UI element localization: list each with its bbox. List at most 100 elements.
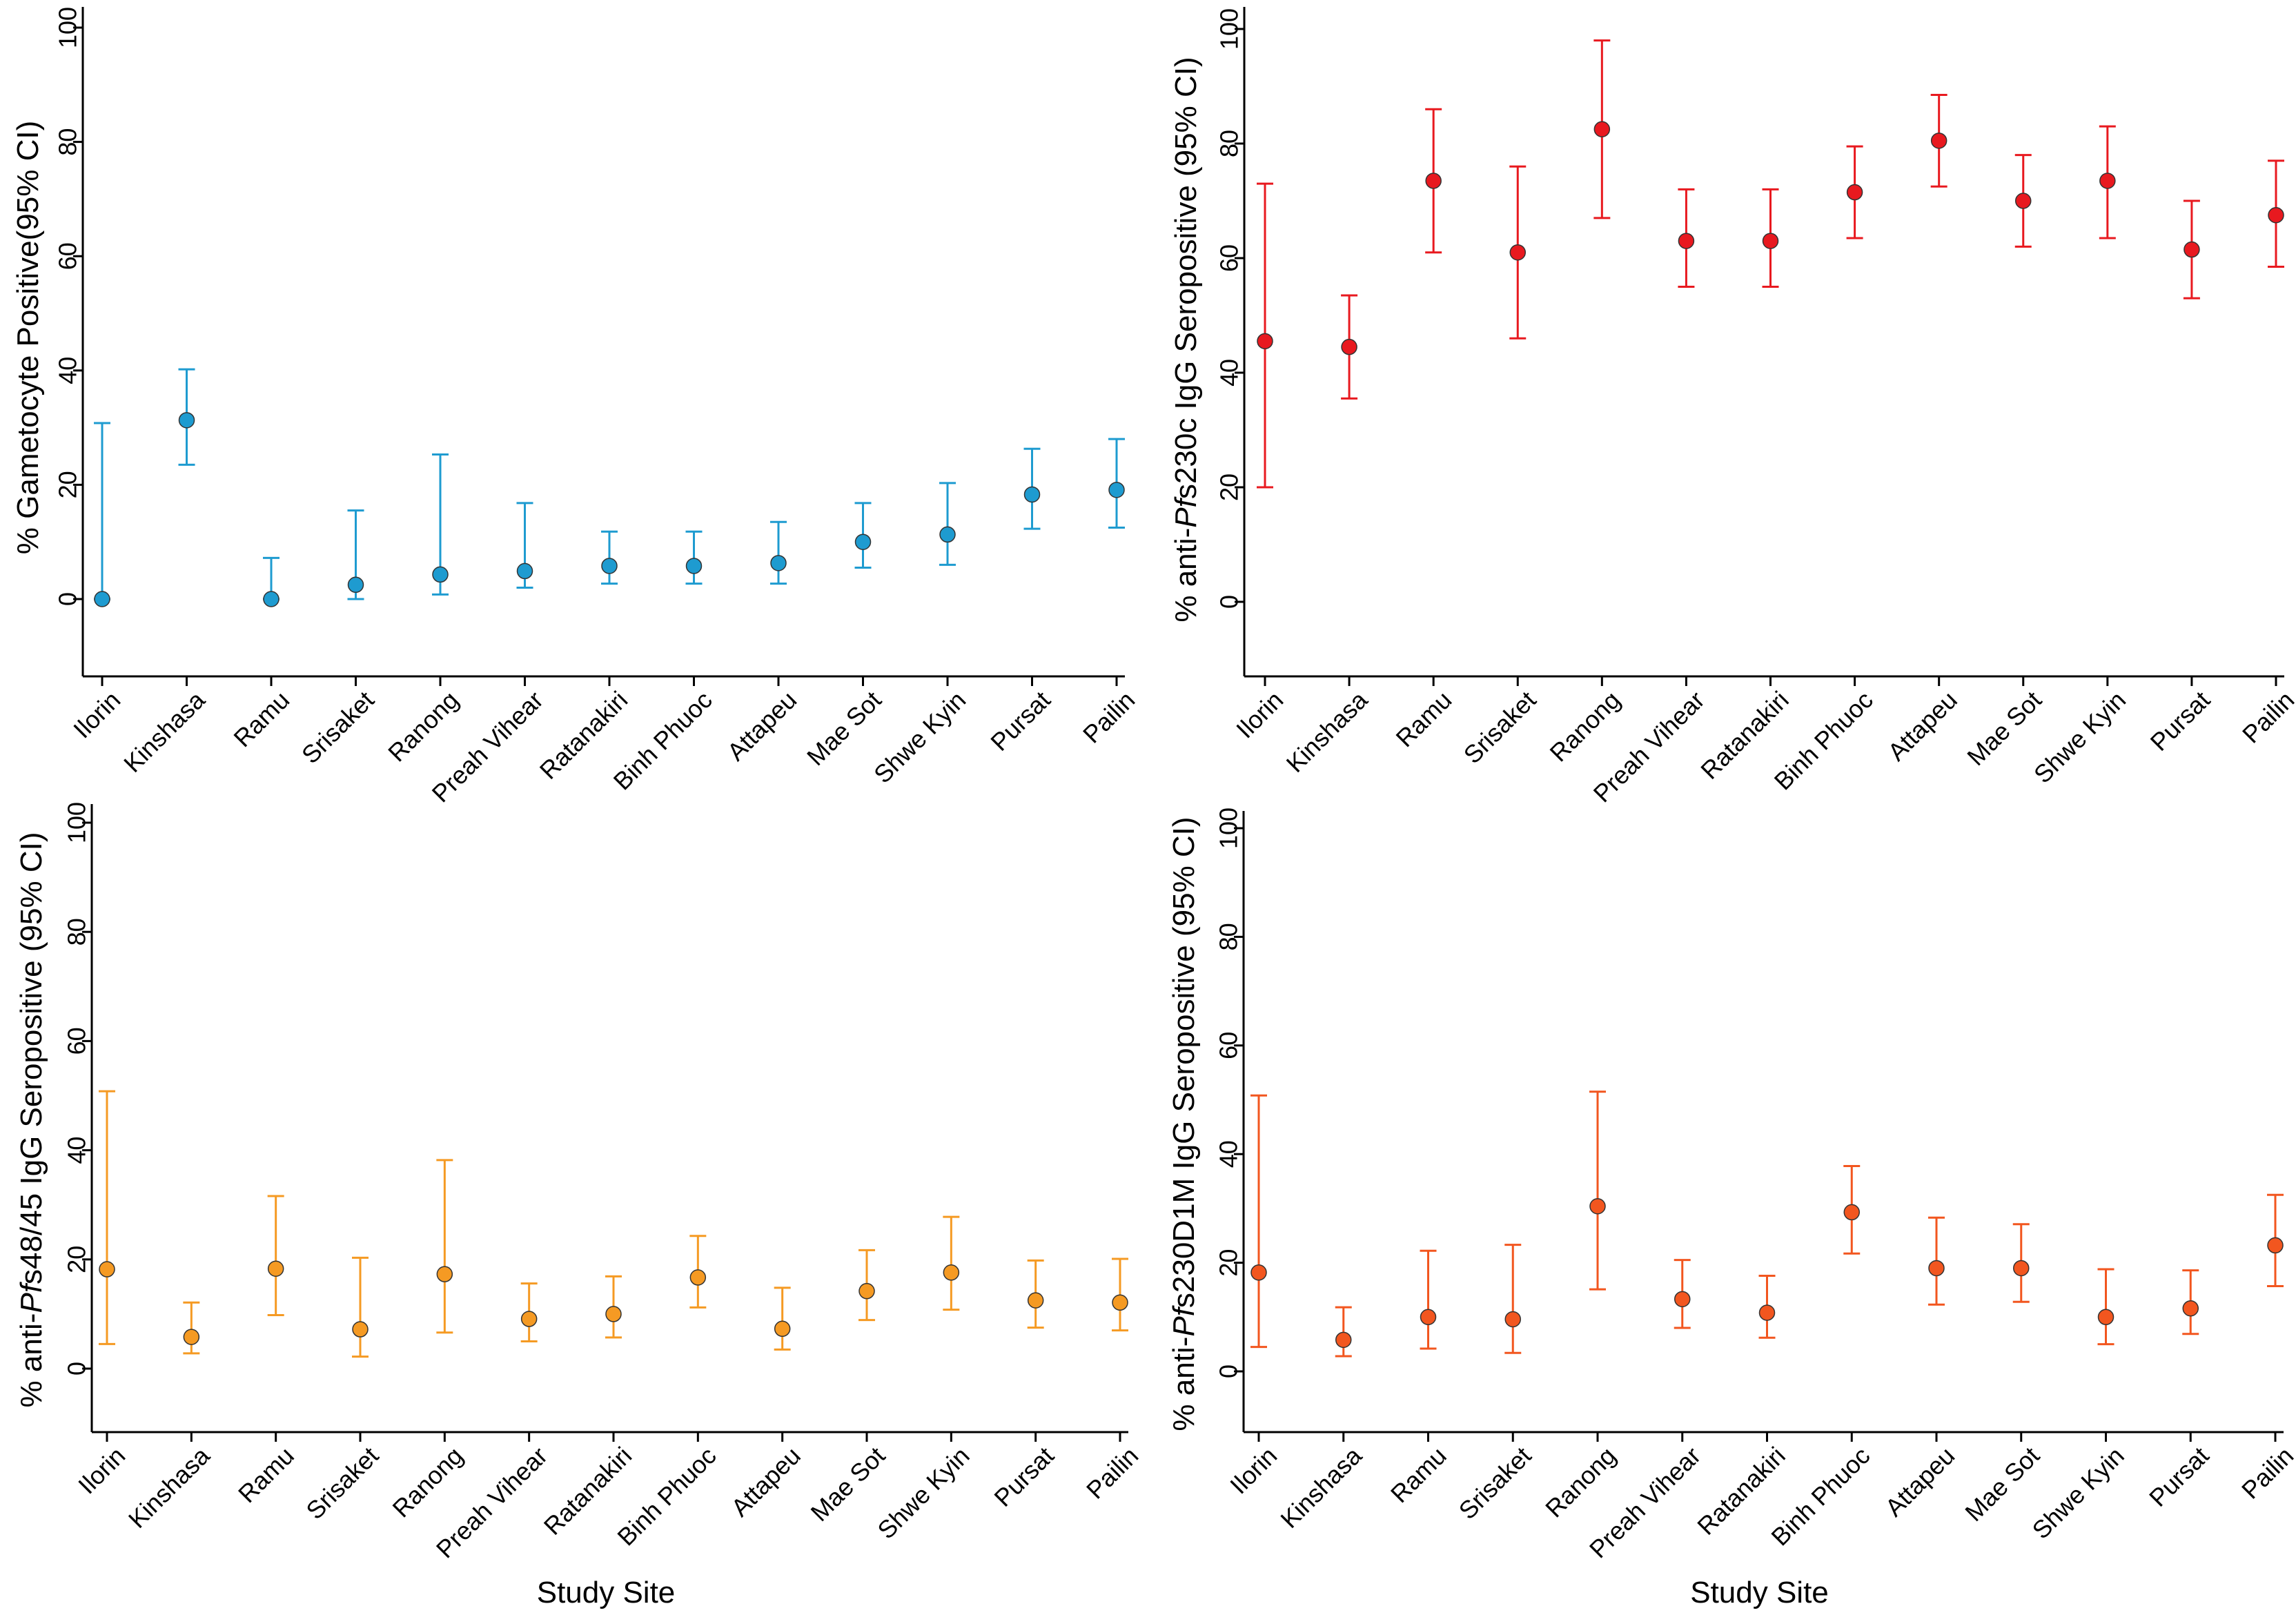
data-point xyxy=(516,562,533,580)
data-point xyxy=(1762,233,1779,249)
y-axis-title: % anti-Pfs48/45 IgG Seropositive (95% CI… xyxy=(14,832,48,1408)
x-tick-label: Ranong xyxy=(382,685,464,767)
chart-panel-bottom-left: 0 20 40 60 80 100 % anti-Pfs48/45 IgG Seroposi… xyxy=(14,802,1144,1609)
y-tick-label: 40 xyxy=(54,357,82,384)
data-point xyxy=(1023,486,1041,503)
x-axis-title: Study Site xyxy=(537,1576,676,1609)
x-tick-label: Kinshasa xyxy=(1275,1441,1367,1534)
data-point xyxy=(1593,121,1611,137)
y-tick-label: 20 xyxy=(1215,1249,1243,1277)
data-point xyxy=(99,1261,115,1278)
x-tick-label: Pailin xyxy=(1077,685,1140,748)
x-tick-label: Srisaket xyxy=(1453,1441,1537,1525)
x-tick-label: Shwe Kyin xyxy=(2027,1441,2130,1544)
x-tick-label: Ranong xyxy=(1544,685,1625,767)
y-tick-label: 0 xyxy=(54,592,82,606)
data-point xyxy=(267,1260,284,1277)
y-tick-label: 20 xyxy=(63,1246,91,1273)
x-tick-label: Ranong xyxy=(386,1441,468,1523)
data-point xyxy=(2097,1309,2115,1326)
y-axis-title: % anti-Pfs230D1M IgG Seropositive (95% C… xyxy=(1167,816,1201,1431)
y-tick-label: 40 xyxy=(63,1137,91,1164)
data-point xyxy=(1678,233,1695,249)
x-axis-title: Study Site xyxy=(1690,1576,1829,1609)
data-point xyxy=(1108,482,1125,498)
data-point xyxy=(1027,1292,1044,1309)
y-tick-label: 80 xyxy=(1215,923,1243,950)
y-tick-label: 0 xyxy=(63,1362,91,1376)
chart-panel-top-right: 0 20 40 60 80 100 % anti-Pfs230c IgG Seroposit… xyxy=(1169,7,2296,808)
x-tick-label: Mae Sot xyxy=(801,685,887,771)
data-point xyxy=(1846,184,1863,201)
y-tick-label: 20 xyxy=(1215,473,1244,501)
data-point xyxy=(1341,338,1357,355)
data-point xyxy=(1509,244,1526,261)
data-point xyxy=(263,591,279,607)
x-tick-label: Pursat xyxy=(985,685,1056,756)
x-tick-label: Attapeu xyxy=(1880,1441,1961,1522)
data-point xyxy=(854,534,872,550)
y-tick-label: 60 xyxy=(63,1027,91,1055)
x-tick-label: Shwe Kyin xyxy=(868,685,971,788)
y-tick-label: 80 xyxy=(63,918,91,946)
data-point xyxy=(183,1329,200,1345)
x-tick-label: Ilorin xyxy=(68,685,126,743)
y-tick-label: 100 xyxy=(1215,808,1243,849)
data-point xyxy=(2099,173,2116,189)
x-tick-label: Pailin xyxy=(2237,685,2296,748)
x-tick-label: Ramu xyxy=(1385,1441,1452,1508)
x-tick-label: Ramu xyxy=(1391,685,1458,752)
x-tick-label: Ilorin xyxy=(1230,685,1288,743)
x-tick-label: Srisaket xyxy=(296,685,380,769)
x-tick-label: Ramu xyxy=(233,1441,300,1508)
y-axis-title: % Gametocyte Positive(95% CI) xyxy=(11,121,45,554)
data-point xyxy=(520,1311,538,1327)
data-point xyxy=(1250,1264,1267,1281)
x-tick-label: Ranong xyxy=(1540,1441,1621,1523)
x-tick-label: Ilorin xyxy=(72,1441,130,1499)
x-tick-label: Pursat xyxy=(2143,1441,2215,1512)
chart-panel-bottom-right: 0 20 40 60 80 100 % anti-Pfs230D1M IgG Seropos… xyxy=(1167,808,2296,1609)
y-tick-label: 100 xyxy=(63,802,91,843)
x-tick-label: Pailin xyxy=(2236,1441,2296,1504)
data-point xyxy=(1843,1204,1860,1221)
data-point xyxy=(605,1306,622,1322)
x-tick-label: Pailin xyxy=(1081,1441,1144,1504)
y-tick-label: 60 xyxy=(1215,1032,1243,1059)
y-tick-label: 80 xyxy=(1215,130,1244,157)
x-tick-label: Pursat xyxy=(988,1441,1059,1512)
y-tick-label: 60 xyxy=(54,242,82,270)
y-axis-title: % anti-Pfs230c IgG Seropositive (95% CI) xyxy=(1169,57,1203,622)
x-tick-label: Mae Sot xyxy=(1959,1441,2045,1527)
data-point xyxy=(1930,133,1947,149)
data-point xyxy=(2182,1300,2199,1317)
data-point xyxy=(1674,1291,1691,1308)
x-tick-label: Pursat xyxy=(2145,685,2216,756)
y-tick-label: 20 xyxy=(54,471,82,498)
y-tick-label: 100 xyxy=(54,7,82,48)
x-tick-label: Srisaket xyxy=(300,1441,384,1525)
x-tick-label: Ilorin xyxy=(1224,1441,1282,1499)
data-point xyxy=(943,1264,960,1281)
y-tick-label: 0 xyxy=(1215,1364,1243,1378)
data-point xyxy=(2015,193,2032,209)
y-tick-label: 100 xyxy=(1215,8,1244,50)
x-tick-label: Attapeu xyxy=(725,1441,806,1522)
data-point xyxy=(347,576,364,594)
x-tick-label: Kinshasa xyxy=(118,685,210,778)
x-tick-label: Ramu xyxy=(228,685,295,752)
x-tick-label: Shwe Kyin xyxy=(2028,685,2131,788)
x-tick-label: Attapeu xyxy=(1882,685,1963,766)
data-point xyxy=(1335,1331,1352,1349)
data-point xyxy=(770,555,787,571)
data-point xyxy=(858,1282,875,1300)
y-tick-label: 40 xyxy=(1215,1140,1243,1168)
y-tick-label: 0 xyxy=(1215,595,1244,609)
x-tick-label: Srisaket xyxy=(1458,685,1542,769)
x-tick-label: Kinshasa xyxy=(123,1441,215,1534)
data-point xyxy=(178,412,195,429)
data-point xyxy=(2013,1260,2030,1277)
data-point xyxy=(689,1269,707,1286)
data-point xyxy=(1589,1198,1606,1215)
